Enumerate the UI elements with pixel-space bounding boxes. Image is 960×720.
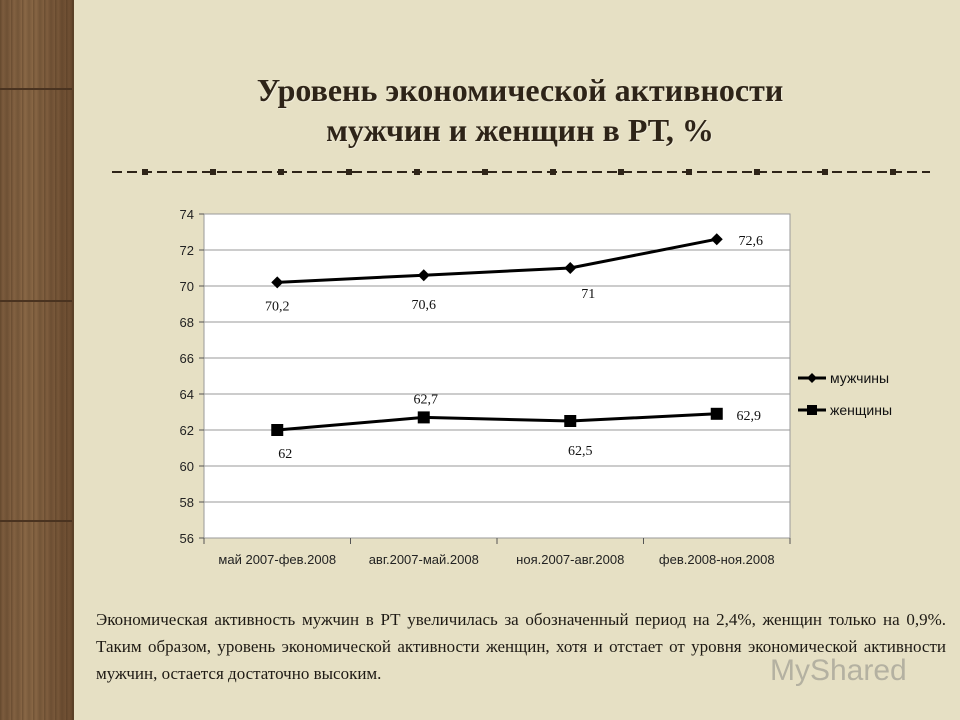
x-tick-label: авг.2007-май.2008 bbox=[369, 552, 479, 567]
y-tick-label: 74 bbox=[180, 207, 194, 222]
title-line-2: мужчин и женщин в РТ, % bbox=[326, 112, 714, 148]
data-label: 72,6 bbox=[739, 234, 764, 249]
plot-area bbox=[203, 213, 791, 539]
divider-dot bbox=[686, 169, 692, 175]
x-tick-label: ноя.2007-авг.2008 bbox=[516, 552, 624, 567]
y-tick-label: 70 bbox=[180, 279, 194, 294]
y-tick-label: 60 bbox=[180, 459, 194, 474]
wood-strip bbox=[0, 300, 72, 302]
legend-label: мужчины bbox=[830, 370, 889, 386]
x-tick-label: май 2007-фев.2008 bbox=[218, 552, 336, 567]
divider-dot bbox=[618, 169, 624, 175]
slide-title: Уровень экономической активности мужчин … bbox=[130, 70, 910, 150]
y-tick-label: 66 bbox=[180, 351, 194, 366]
legend-marker bbox=[807, 373, 817, 383]
legend-marker bbox=[807, 405, 817, 415]
y-tick-label: 72 bbox=[180, 243, 194, 258]
y-tick-label: 64 bbox=[180, 387, 194, 402]
y-tick-label: 62 bbox=[180, 423, 194, 438]
x-tick-label: фев.2008-ноя.2008 bbox=[659, 552, 775, 567]
data-point-мужчины bbox=[710, 233, 723, 246]
data-label: 71 bbox=[581, 287, 595, 302]
data-point-женщины bbox=[564, 415, 577, 427]
data-point-женщины bbox=[417, 411, 430, 424]
divider-dot bbox=[414, 169, 420, 175]
divider-dot bbox=[890, 169, 896, 175]
wood-border bbox=[0, 0, 74, 720]
wood-strip bbox=[0, 88, 72, 90]
data-point-женщины bbox=[271, 424, 284, 436]
divider-dot bbox=[550, 169, 556, 175]
wood-strip bbox=[0, 520, 72, 522]
data-point-женщины bbox=[710, 407, 723, 420]
divider-dot bbox=[210, 169, 216, 175]
legend-label: женщины bbox=[830, 402, 892, 418]
divider-dot bbox=[142, 169, 148, 175]
slide-caption: Экономическая активность мужчин в РТ уве… bbox=[96, 610, 946, 683]
series-line-женщины bbox=[277, 412, 717, 432]
y-tick-label: 56 bbox=[180, 531, 194, 546]
y-tick-label: 58 bbox=[180, 495, 194, 510]
data-label: 62,7 bbox=[414, 392, 439, 407]
data-point-мужчины bbox=[417, 269, 430, 282]
data-label: 70,6 bbox=[412, 298, 437, 313]
divider-dot bbox=[822, 169, 828, 175]
data-label: 62,5 bbox=[568, 444, 593, 459]
divider-dot bbox=[754, 169, 760, 175]
data-label: 62,9 bbox=[737, 409, 762, 424]
divider-dot bbox=[278, 169, 284, 175]
data-point-мужчины bbox=[271, 276, 284, 289]
divider-dot bbox=[482, 169, 488, 175]
title-divider bbox=[112, 169, 930, 175]
watermark: MyShared bbox=[770, 654, 907, 687]
data-label: 62 bbox=[278, 447, 292, 462]
divider-dot bbox=[346, 169, 352, 175]
title-line-1: Уровень экономической активности bbox=[256, 72, 784, 108]
series-line-мужчины bbox=[277, 237, 718, 284]
line-chart: 56 58 60 62 64 66 68 70 72 74 май 2007-фев.2008 авг… bbox=[180, 207, 892, 567]
data-label: 70,2 bbox=[265, 299, 290, 314]
y-tick-label: 68 bbox=[180, 315, 194, 330]
data-point-мужчины bbox=[564, 262, 577, 274]
